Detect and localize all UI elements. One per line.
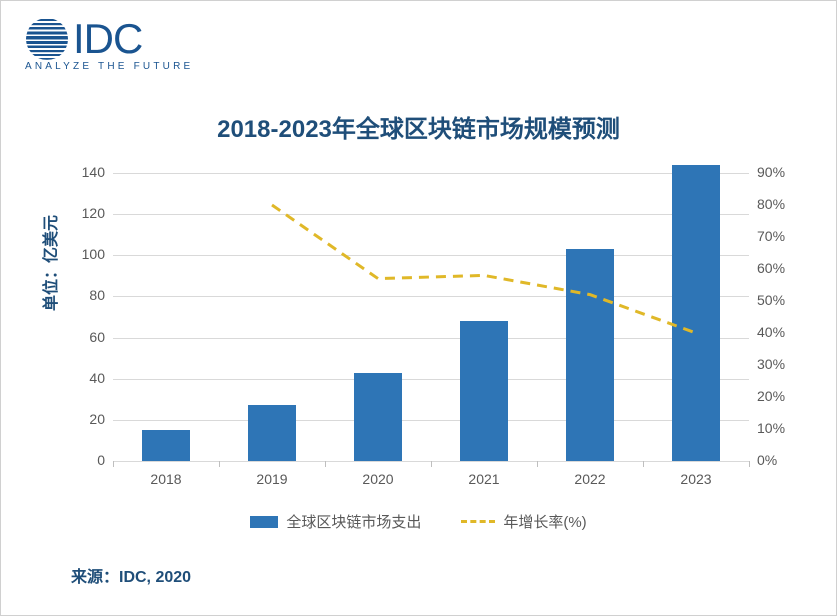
idc-logo: IDC ANALYZE THE FUTURE [25, 15, 193, 72]
y1-tick-label: 20 [69, 411, 105, 427]
chart-title: 2018-2023年全球区块链市场规模预测 [1, 109, 836, 144]
x-tickmark [431, 461, 432, 467]
y2-tick-label: 70% [757, 228, 797, 244]
logo-brand-text: IDC [73, 15, 142, 63]
logo-tagline: ANALYZE THE FUTURE [25, 61, 193, 72]
y2-tick-label: 30% [757, 356, 797, 372]
x-tickmark [325, 461, 326, 467]
legend-item-line: 年增长率(%) [461, 511, 586, 532]
y1-tick-label: 40 [69, 370, 105, 386]
chart-legend: 全球区块链市场支出 年增长率(%) [1, 511, 836, 532]
y1-tick-label: 80 [69, 287, 105, 303]
y2-tick-label: 20% [757, 388, 797, 404]
x-tick-label: 2018 [150, 471, 181, 487]
x-tickmark [219, 461, 220, 467]
x-tickmark [643, 461, 644, 467]
legend-swatch-bar [250, 516, 278, 528]
y1-tick-label: 0 [69, 452, 105, 468]
line-series [113, 173, 749, 461]
y1-axis-label: 单位：亿美元 [37, 215, 61, 311]
x-tickmark [537, 461, 538, 467]
legend-label-line: 年增长率(%) [503, 511, 586, 532]
globe-icon [25, 17, 69, 61]
y2-tick-label: 80% [757, 196, 797, 212]
x-tick-label: 2019 [256, 471, 287, 487]
x-tickmark [749, 461, 750, 467]
y1-tick-label: 140 [69, 164, 105, 180]
legend-item-bar: 全球区块链市场支出 [250, 511, 421, 532]
legend-swatch-line [461, 520, 495, 523]
y2-tick-label: 10% [757, 420, 797, 436]
y2-tick-label: 60% [757, 260, 797, 276]
y2-tick-label: 0% [757, 452, 797, 468]
legend-label-bar: 全球区块链市场支出 [286, 511, 421, 532]
x-tick-label: 2022 [574, 471, 605, 487]
y1-tick-label: 100 [69, 246, 105, 262]
chart-source: 来源：IDC, 2020 [71, 563, 191, 587]
x-tick-label: 2020 [362, 471, 393, 487]
x-tick-label: 2023 [680, 471, 711, 487]
chart-plot-area: 0204060801001201400%10%20%30%40%50%60%70… [113, 173, 749, 461]
y2-tick-label: 40% [757, 324, 797, 340]
y2-tick-label: 50% [757, 292, 797, 308]
x-tick-label: 2021 [468, 471, 499, 487]
x-tickmark [113, 461, 114, 467]
y1-tick-label: 120 [69, 205, 105, 221]
y2-tick-label: 90% [757, 164, 797, 180]
y1-tick-label: 60 [69, 329, 105, 345]
